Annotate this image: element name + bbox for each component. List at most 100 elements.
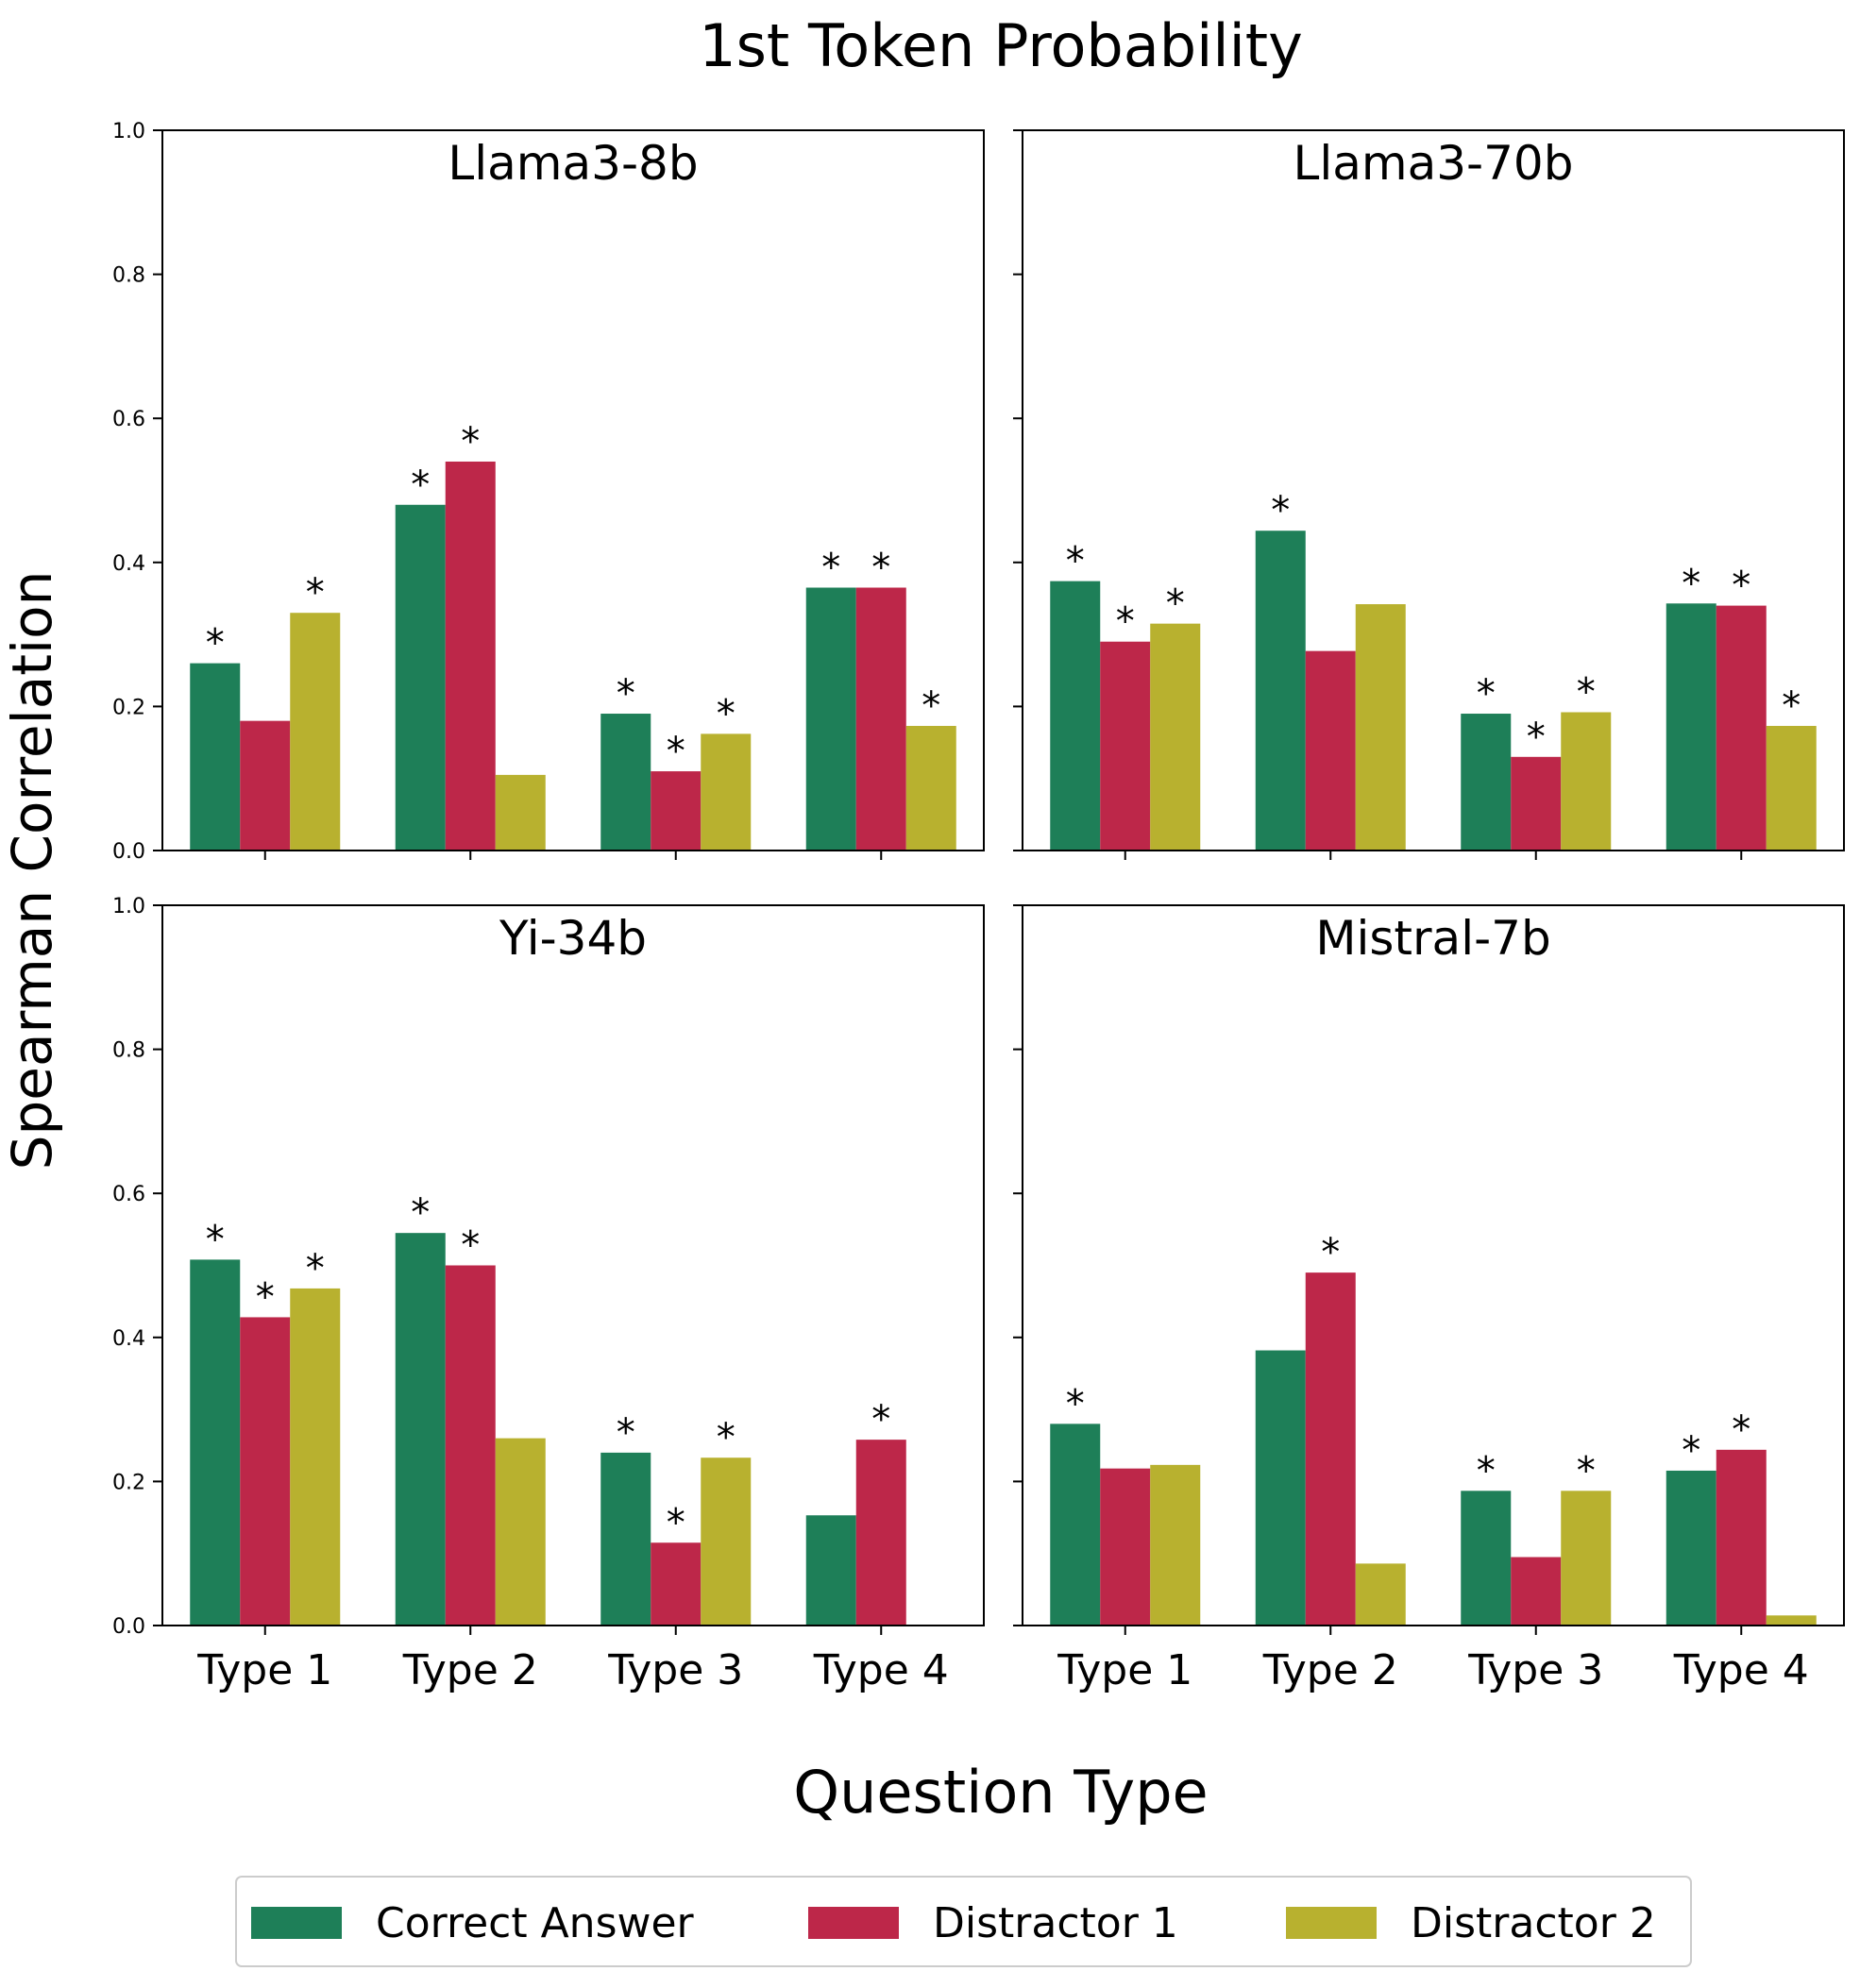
significance-marker: *	[1066, 540, 1085, 583]
panel-title: Mistral-7b	[1315, 911, 1550, 966]
x-tick-label: Type 4	[813, 1646, 949, 1694]
legend-swatch	[1286, 1907, 1377, 1939]
y-tick-label: 0.4	[112, 1327, 145, 1351]
panel-frame	[161, 129, 985, 851]
bar-correct-answer-type-1	[1050, 581, 1101, 851]
significance-marker: *	[871, 1398, 890, 1441]
legend-swatch	[251, 1907, 342, 1939]
significance-marker: *	[1116, 600, 1135, 644]
significance-marker: *	[411, 463, 430, 507]
panel-yi-34b: 0.0 0.2 0.4 0.6 0.8 1.0 Type 1 * * * Type 2 * * Type …	[112, 895, 985, 1694]
significance-marker: *	[306, 571, 325, 615]
significance-marker: *	[667, 730, 685, 773]
significance-marker: *	[461, 420, 480, 463]
significance-marker: *	[411, 1191, 430, 1235]
x-tick-label: Type 2	[1262, 1646, 1398, 1694]
panel-title: Llama3-8b	[448, 136, 698, 191]
bar-correct-answer-type-4	[1666, 1470, 1716, 1626]
bar-distractor-2-type-2	[1355, 604, 1406, 851]
bar-correct-answer-type-2	[395, 1233, 446, 1626]
bar-correct-answer-type-4	[805, 587, 856, 851]
y-tick-label: 0.0	[112, 840, 145, 864]
significance-marker: *	[1682, 562, 1700, 605]
bar-correct-answer-type-4	[805, 1515, 856, 1626]
x-tick-label: Type 1	[1057, 1646, 1192, 1694]
panel-llama3-8b: 0.0 0.2 0.4 0.6 0.8 1.0 * * * * * * * * * * Llama3-8b	[112, 120, 985, 864]
x-tick-label: Type 2	[402, 1646, 538, 1694]
panel-frame	[161, 904, 985, 1626]
y-axis-label: Spearman Correlation	[0, 571, 64, 1171]
significance-marker: *	[717, 692, 736, 735]
y-tick-label: 0.2	[112, 1471, 145, 1494]
bar-distractor-1-type-1	[1100, 1468, 1151, 1626]
bar-distractor-2-type-1	[1150, 1464, 1201, 1626]
y-tick-label: 0.0	[112, 1615, 145, 1639]
bar-distractor-1-type-4	[855, 587, 906, 851]
significance-marker: *	[306, 1247, 325, 1290]
bar-distractor-2-type-1	[290, 1288, 341, 1626]
bar-correct-answer-type-3	[1461, 714, 1512, 851]
bar-distractor-2-type-4	[905, 726, 956, 851]
legend-label: Correct Answer	[376, 1899, 695, 1947]
panel-title: Yi-34b	[499, 911, 647, 966]
panel-frame	[1022, 904, 1845, 1626]
significance-marker: *	[461, 1224, 480, 1268]
significance-marker: *	[922, 684, 940, 728]
bar-correct-answer-type-2	[1255, 1350, 1306, 1626]
significance-marker: *	[617, 672, 635, 716]
significance-marker: *	[1577, 1449, 1596, 1492]
y-tick-label: 0.2	[112, 696, 145, 719]
bar-distractor-2-type-4	[1766, 726, 1817, 851]
panel-title: Llama3-70b	[1294, 136, 1574, 191]
legend-swatch	[808, 1907, 899, 1939]
significance-marker: *	[821, 547, 840, 590]
significance-marker: *	[1782, 684, 1801, 728]
bar-distractor-2-type-2	[1355, 1563, 1406, 1626]
bar-distractor-1-type-1	[240, 1317, 291, 1626]
bar-distractor-2-type-2	[495, 774, 546, 851]
significance-marker: *	[1066, 1382, 1085, 1425]
y-tick-label: 0.8	[112, 264, 145, 288]
significance-marker: *	[1477, 1449, 1496, 1492]
bar-distractor-1-type-3	[1511, 756, 1562, 851]
bar-correct-answer-type-4	[1666, 603, 1716, 851]
significance-marker: *	[256, 1275, 275, 1319]
significance-marker: *	[206, 622, 225, 665]
bar-distractor-2-type-3	[1561, 712, 1612, 851]
bar-correct-answer-type-1	[190, 1259, 241, 1626]
legend-label: Distractor 2	[1411, 1899, 1656, 1947]
significance-marker: *	[1682, 1429, 1700, 1473]
x-tick-label: Type 3	[1467, 1646, 1603, 1694]
bar-distractor-1-type-1	[240, 720, 291, 851]
x-tick-label: Type 4	[1673, 1646, 1809, 1694]
significance-marker: *	[1732, 1408, 1750, 1452]
bar-distractor-2-type-1	[1150, 623, 1201, 851]
significance-marker: *	[1577, 671, 1596, 715]
bar-correct-answer-type-2	[395, 504, 446, 851]
legend-box	[235, 1876, 1692, 1967]
bar-distractor-2-type-3	[1561, 1491, 1612, 1626]
legend: Correct Answer Distractor 1 Distractor 2	[235, 1876, 1692, 1967]
significance-marker: *	[1321, 1231, 1340, 1274]
bar-distractor-2-type-1	[290, 613, 341, 851]
bar-correct-answer-type-3	[600, 1452, 651, 1626]
bar-correct-answer-type-3	[600, 714, 651, 851]
significance-marker: *	[1477, 672, 1496, 716]
bar-distractor-1-type-4	[855, 1440, 906, 1626]
bar-distractor-2-type-4	[1766, 1615, 1817, 1626]
bar-correct-answer-type-2	[1255, 531, 1306, 851]
significance-marker: *	[667, 1501, 685, 1544]
bar-correct-answer-type-3	[1461, 1491, 1512, 1626]
significance-marker: *	[1527, 716, 1546, 759]
y-tick-label: 0.4	[112, 552, 145, 576]
bar-distractor-2-type-3	[701, 1457, 752, 1626]
significance-marker: *	[617, 1411, 635, 1455]
bar-distractor-2-type-3	[701, 733, 752, 851]
chart-panels: 0.00.20.40.60.81.0******** **Llama3-8b** *…	[112, 120, 1845, 1694]
significance-marker: *	[717, 1416, 736, 1459]
bar-distractor-1-type-2	[445, 1265, 496, 1626]
x-tick-label: Type 1	[196, 1646, 332, 1694]
y-tick-label: 0.6	[112, 1183, 145, 1206]
bar-correct-answer-type-1	[1050, 1424, 1101, 1626]
